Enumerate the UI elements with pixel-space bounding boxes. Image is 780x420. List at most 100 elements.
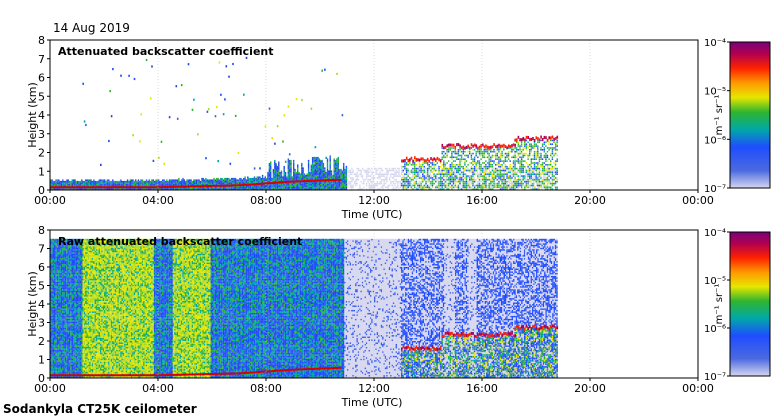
heat-cell — [123, 181, 124, 183]
heat-cell — [135, 179, 136, 181]
heat-cell — [69, 184, 70, 186]
heat-cell — [185, 181, 186, 183]
heat-cell — [100, 179, 101, 181]
heat-cell — [138, 184, 139, 186]
heat-cell — [234, 178, 235, 180]
heat-cell — [217, 187, 218, 189]
heat-cell — [226, 182, 227, 184]
heat-cell — [161, 184, 162, 186]
heat-cell — [119, 182, 120, 184]
heat-cell — [140, 113, 142, 115]
heat-cell — [242, 182, 243, 184]
heat-cell — [123, 182, 124, 184]
heat-cell — [76, 182, 77, 184]
heat-cell — [108, 181, 109, 183]
heat-cell — [153, 179, 154, 181]
heat-cell — [173, 181, 174, 183]
heat-cell — [226, 65, 228, 67]
heat-cell — [242, 187, 243, 189]
heat-cell — [216, 182, 217, 184]
heat-cell — [142, 184, 143, 186]
heat-cell — [116, 184, 117, 186]
heat-cell — [64, 182, 65, 184]
heat-cell — [82, 181, 83, 183]
heat-cell — [80, 181, 81, 183]
heat-cell — [142, 181, 143, 183]
heat-cell — [155, 179, 156, 181]
heat-cell — [139, 140, 141, 142]
heat-cell — [226, 178, 227, 180]
heat-cell — [216, 106, 218, 108]
heat-cell — [131, 182, 132, 184]
heat-cell — [108, 184, 109, 186]
heat-cell — [145, 181, 146, 183]
heat-cell — [57, 181, 58, 183]
heat-cell — [134, 181, 135, 183]
heat-cell — [219, 187, 220, 189]
heat-cell — [74, 182, 75, 184]
panel-1: 01234567800:00 04:00 08:00 12:00 16:00 20:00 0… — [26, 34, 770, 221]
heat-cell — [162, 181, 163, 183]
heat-cell — [239, 187, 240, 189]
heat-cell — [105, 181, 106, 183]
heat-cell — [108, 182, 109, 184]
heat-cell — [170, 181, 171, 183]
heat-cell — [107, 184, 108, 186]
heat-cell — [186, 181, 187, 183]
heat-cell — [244, 187, 245, 189]
heat-cell — [196, 184, 197, 186]
heat-cell — [219, 181, 220, 183]
heat-cell — [220, 94, 222, 96]
heat-cell — [151, 182, 152, 184]
heat-cell — [89, 179, 90, 181]
heat-cell — [243, 94, 245, 96]
heat-cell — [124, 184, 125, 186]
heat-cell — [149, 179, 150, 181]
heat-cell — [132, 184, 133, 186]
heat-cell — [74, 184, 75, 186]
heat-cell — [153, 182, 154, 184]
heat-cell — [236, 182, 237, 184]
heat-cell — [167, 184, 168, 186]
heat-cell — [231, 178, 232, 180]
heat-cell — [231, 179, 232, 181]
heat-cell — [62, 181, 63, 183]
heat-cell — [154, 181, 155, 183]
heat-cell — [211, 187, 212, 189]
heat-cell — [127, 184, 128, 186]
heat-cell — [55, 182, 56, 184]
heat-cell — [228, 179, 229, 181]
heat-cell — [77, 181, 78, 183]
heat-cell — [181, 184, 182, 186]
heat-cell — [235, 179, 236, 181]
heat-cell — [236, 179, 237, 181]
heat-cell — [192, 182, 193, 184]
heat-cell — [140, 181, 141, 183]
heat-cell — [221, 182, 222, 184]
heat-cell — [108, 140, 110, 142]
heat-cell — [84, 120, 86, 122]
heat-cell — [120, 181, 121, 183]
heat-cell — [192, 184, 193, 186]
heat-cell — [61, 184, 62, 186]
heat-cell — [88, 184, 89, 186]
heat-cell — [215, 182, 216, 184]
heat-cell — [57, 182, 58, 184]
heat-cell — [169, 116, 171, 118]
heat-cell — [224, 178, 225, 180]
heat-cell — [99, 184, 100, 186]
heat-cell — [209, 181, 210, 183]
heat-cell — [60, 184, 61, 186]
heat-cell — [178, 181, 179, 183]
heat-cell — [131, 179, 132, 181]
heat-cell — [107, 179, 108, 181]
heat-cell — [235, 178, 236, 180]
heat-cell — [223, 179, 224, 181]
heat-cell — [208, 187, 209, 189]
heat-cell — [239, 182, 240, 184]
heat-cell — [120, 75, 122, 77]
heat-cell — [240, 181, 241, 183]
heat-cell — [216, 187, 217, 189]
heat-cell — [108, 179, 109, 181]
heat-cell — [184, 182, 185, 184]
